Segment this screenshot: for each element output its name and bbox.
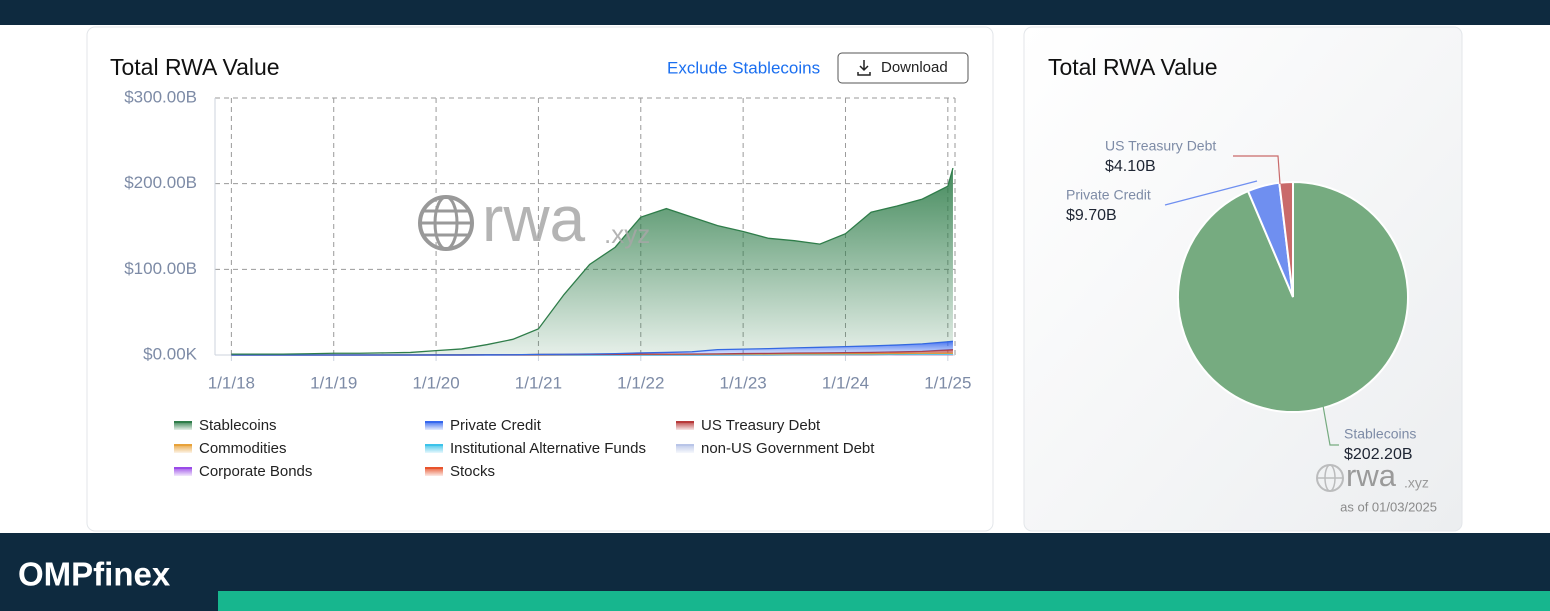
legend-label: Commodities [199,440,287,457]
pie-label: US Treasury Debt [1105,138,1216,154]
legend-swatch [174,445,192,453]
legend-swatch [425,468,443,476]
pie-watermark [1316,464,1344,492]
pie-watermark-suffix: .xyz [1404,475,1429,491]
legend-swatch [676,422,694,430]
legend-label: US Treasury Debt [701,417,821,434]
x-tick-label: 1/1/23 [719,373,766,392]
legend-label: Corporate Bonds [199,463,312,480]
area-line [231,167,954,355]
legend-label: Private Credit [450,417,542,434]
x-tick-label: 1/1/20 [412,373,459,392]
as-of-date: as of 01/03/2025 [1340,499,1437,514]
pie-leader-line [1321,399,1339,446]
brand-logo: OMPfinex [18,556,171,593]
legend-label: non-US Government Debt [701,440,875,457]
x-tick-label: 1/1/21 [515,373,562,392]
area-fill [231,168,953,355]
green-strip [218,591,1550,611]
legend-swatch [425,445,443,453]
x-tick-label: 1/1/24 [822,373,869,392]
legend-label: Stablecoins [199,417,277,434]
pie-label: Stablecoins [1344,426,1416,442]
pie-leader-line [1164,180,1258,206]
y-tick-label: $100.00B [124,259,197,278]
pie-title: Total RWA Value [1048,54,1218,80]
legend-label: Institutional Alternative Funds [450,440,646,457]
pie-slice [1177,180,1409,413]
y-tick-label: $200.00B [124,173,197,192]
pie-leader-line [1233,155,1281,185]
chart-title: Total RWA Value [110,54,280,80]
x-tick-label: 1/1/18 [208,373,255,392]
watermark-suffix: .xyz [604,219,650,249]
watermark-text: rwa [482,183,586,255]
download-icon[interactable] [857,60,871,76]
pie-label: Private Credit [1066,187,1151,203]
y-tick-label: $0.00K [143,344,198,363]
top-bar [0,0,1550,25]
download-label[interactable]: Download [881,59,948,76]
pie-value-label: $202.20B [1344,446,1413,463]
legend-swatch [174,468,192,476]
x-tick-label: 1/1/25 [924,373,971,392]
legend-swatch [676,445,694,453]
legend-swatch [174,422,192,430]
x-tick-label: 1/1/19 [310,373,357,392]
watermark-globe [420,209,472,237]
pie-value-label: $9.70B [1066,207,1117,224]
pie-watermark-text: rwa [1346,458,1397,493]
x-tick-label: 1/1/22 [617,373,664,392]
left-card [86,26,994,532]
legend-swatch [425,422,443,430]
area-fill [231,341,953,355]
y-tick-label: $300.00B [124,87,197,106]
download-button[interactable]: Download [837,52,969,84]
legend-label: Stocks [450,463,495,480]
pie-value-label: $4.10B [1105,158,1156,175]
exclude-stablecoins-button[interactable]: Exclude Stablecoins [667,58,820,77]
